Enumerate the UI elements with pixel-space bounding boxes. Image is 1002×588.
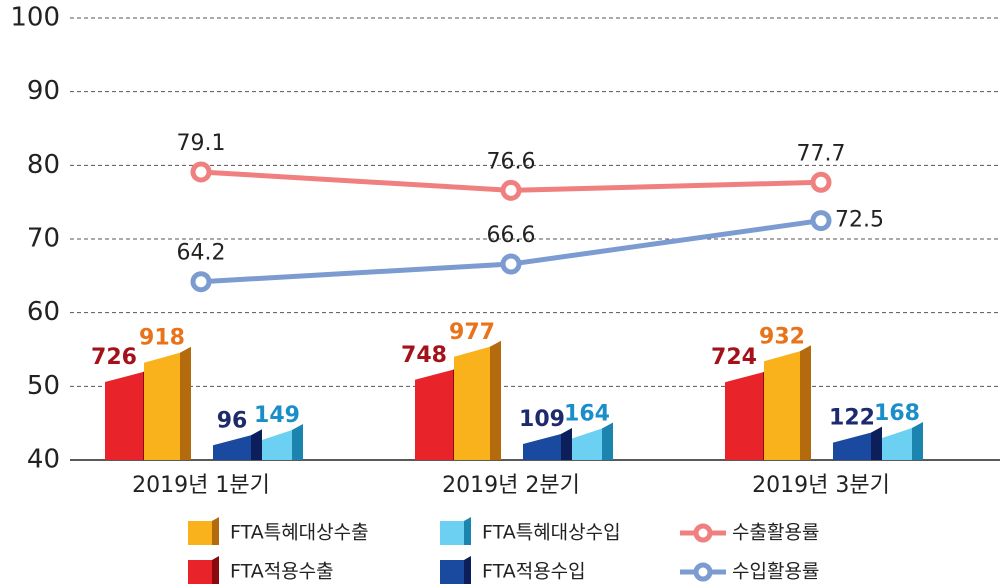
marker — [500, 253, 522, 275]
bar-front — [105, 372, 143, 460]
bar-side — [561, 427, 572, 460]
bar-side — [180, 346, 191, 460]
legend-marker — [693, 562, 713, 582]
y-tick-label: 40 — [27, 445, 60, 475]
bar-side — [800, 345, 811, 460]
value-label: 726 — [91, 345, 137, 370]
bar-side — [602, 422, 613, 460]
value-label: 168 — [874, 401, 920, 426]
legend-label: 수출활용률 — [732, 522, 819, 544]
value-label: 76.6 — [487, 149, 536, 174]
bar-side — [912, 422, 923, 460]
value-label: 932 — [759, 324, 805, 349]
value-label: 918 — [139, 326, 185, 351]
y-tick-label: 50 — [27, 371, 60, 401]
value-label: 96 — [217, 408, 248, 433]
bar-side — [490, 340, 501, 460]
legend-label: FTA적용수출 — [230, 561, 334, 583]
bar-side — [292, 423, 303, 460]
y-tick-label: 60 — [27, 297, 60, 327]
bar-front — [572, 428, 602, 460]
value-label: 149 — [254, 403, 300, 428]
marker — [810, 210, 832, 232]
bar — [882, 422, 923, 460]
legend-label: FTA적용수입 — [482, 561, 586, 583]
bar — [454, 340, 501, 460]
value-label: 748 — [401, 343, 447, 368]
bar-front — [262, 429, 292, 460]
bar-side — [251, 429, 262, 460]
legend-swatch-side — [464, 517, 471, 545]
value-label: 72.5 — [835, 208, 884, 233]
value-label: 164 — [564, 401, 610, 426]
value-label: 724 — [711, 345, 757, 370]
legend-swatch-side — [464, 556, 471, 584]
x-tick-label: 2019년 2분기 — [442, 473, 580, 498]
x-tick-label: 2019년 1분기 — [132, 473, 270, 498]
bar-front — [454, 346, 490, 460]
bar-front — [833, 432, 871, 460]
bar-front — [213, 435, 251, 460]
value-label: 77.7 — [797, 141, 846, 166]
bar — [262, 423, 303, 460]
bar — [523, 427, 572, 460]
value-label: 66.6 — [487, 223, 536, 248]
x-tick-label: 2019년 3분기 — [752, 473, 890, 498]
bar — [213, 429, 262, 460]
bar — [833, 426, 882, 460]
value-label: 79.1 — [177, 131, 226, 156]
marker — [190, 161, 212, 183]
value-label: 122 — [829, 406, 875, 431]
legend-swatch — [440, 560, 464, 584]
legend-swatch — [188, 521, 212, 545]
bar-front — [882, 428, 912, 460]
marker — [190, 271, 212, 293]
bar — [144, 346, 191, 460]
bar-front — [523, 433, 561, 460]
legend-swatch — [440, 521, 464, 545]
legend-label: FTA특혜대상수입 — [482, 522, 621, 544]
bar — [764, 345, 811, 460]
y-tick-label: 70 — [27, 224, 60, 254]
y-tick-label: 90 — [27, 76, 60, 106]
legend-swatch-side — [212, 556, 219, 584]
legend-swatch — [188, 560, 212, 584]
bar-front — [764, 351, 800, 460]
value-label: 109 — [519, 407, 565, 432]
bar-front — [725, 372, 763, 460]
legend-marker — [693, 523, 713, 543]
bar — [572, 422, 613, 460]
marker — [500, 179, 522, 201]
bar-side — [871, 426, 882, 460]
y-tick-label: 100 — [10, 3, 60, 33]
marker — [810, 171, 832, 193]
value-label: 977 — [449, 320, 495, 345]
y-tick-label: 80 — [27, 150, 60, 180]
legend-label: FTA특혜대상수출 — [230, 522, 369, 544]
bar-front — [415, 369, 453, 460]
value-label: 64.2 — [177, 241, 226, 266]
legend-label: 수입활용률 — [732, 561, 819, 583]
legend-swatch-side — [212, 517, 219, 545]
bar-front — [144, 352, 180, 460]
